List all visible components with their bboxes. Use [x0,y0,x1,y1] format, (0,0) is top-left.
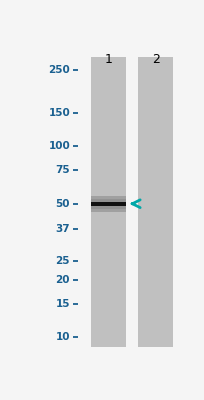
Text: 20: 20 [55,275,70,285]
Bar [138,57,173,347]
Text: 1: 1 [104,53,112,66]
Text: 15: 15 [55,298,70,308]
Bar [90,57,125,347]
Text: 250: 250 [48,65,70,75]
Bar [90,202,125,206]
Bar [90,196,125,212]
Bar [90,199,125,209]
Text: 150: 150 [48,108,70,118]
Text: 50: 50 [55,199,70,209]
Text: 10: 10 [55,332,70,342]
Text: 75: 75 [55,165,70,175]
Text: 25: 25 [55,256,70,266]
Text: 37: 37 [55,224,70,234]
Text: 2: 2 [151,53,159,66]
Text: 100: 100 [48,141,70,151]
